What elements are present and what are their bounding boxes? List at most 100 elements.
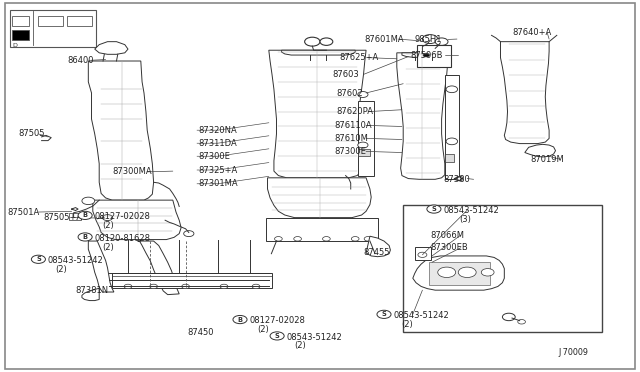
Circle shape [456,176,463,181]
Text: (2): (2) [401,320,413,329]
Bar [445,154,454,162]
Bar [415,247,431,260]
Bar [12,16,29,26]
Polygon shape [269,50,366,178]
Polygon shape [95,42,128,54]
Circle shape [446,138,458,145]
Polygon shape [397,53,448,179]
Text: 87603: 87603 [333,70,360,79]
Text: S: S [381,311,387,317]
Circle shape [446,86,458,93]
Circle shape [347,188,355,193]
Circle shape [184,231,194,237]
Polygon shape [268,178,371,218]
Text: S: S [36,256,41,262]
Text: D: D [13,43,18,48]
Text: 87505: 87505 [18,129,44,138]
Circle shape [518,320,525,324]
Circle shape [252,284,260,289]
Circle shape [275,237,282,241]
Polygon shape [82,288,99,301]
Text: 87450: 87450 [187,328,213,337]
Text: 87602: 87602 [336,89,363,97]
Text: 87066M: 87066M [431,231,465,240]
Text: 87640+A: 87640+A [512,28,551,37]
Text: (2): (2) [257,325,269,334]
Text: (2): (2) [56,265,67,274]
Circle shape [435,38,448,45]
Bar [417,45,451,67]
Bar [38,16,63,26]
Text: 08543-51242: 08543-51242 [48,256,104,265]
Circle shape [438,267,456,278]
Polygon shape [500,42,549,144]
Polygon shape [138,241,179,295]
Text: 08543-51242: 08543-51242 [394,311,449,320]
Circle shape [82,197,95,205]
Circle shape [270,332,284,340]
Text: (2): (2) [294,341,306,350]
Polygon shape [88,61,154,200]
Bar [429,262,490,285]
Bar [358,149,370,156]
Bar [266,218,378,241]
Circle shape [78,211,92,219]
Bar [403,205,602,332]
Text: 87311DA: 87311DA [198,139,237,148]
Circle shape [422,35,438,44]
Text: 87019M: 87019M [530,155,564,164]
Text: 86400: 86400 [67,56,93,65]
Circle shape [351,237,359,241]
Circle shape [458,267,476,278]
Circle shape [323,237,330,241]
Text: S: S [431,206,436,212]
Circle shape [418,252,427,257]
Text: 87300EB: 87300EB [431,243,468,252]
Text: 08127-02028: 08127-02028 [95,212,150,221]
Circle shape [427,205,441,213]
Text: 08127-02028: 08127-02028 [250,316,305,325]
Polygon shape [366,236,390,257]
Circle shape [502,313,515,321]
Circle shape [150,284,157,289]
Text: S: S [275,333,280,339]
Polygon shape [93,200,181,240]
Text: (2): (2) [102,243,114,251]
Circle shape [320,38,333,45]
Circle shape [31,255,45,263]
Polygon shape [88,241,114,292]
Text: 87320NA: 87320NA [198,126,237,135]
Text: J 70009: J 70009 [558,348,588,357]
Text: 87625+A: 87625+A [339,53,378,62]
Text: 08543-51242: 08543-51242 [444,206,499,215]
Text: B: B [83,212,88,218]
Text: 87601MA: 87601MA [365,35,404,44]
Circle shape [481,269,494,276]
Polygon shape [525,144,556,157]
Bar [358,101,374,176]
Text: 87620PA: 87620PA [336,107,373,116]
Text: 87325+A: 87325+A [198,166,237,174]
Bar [445,75,459,179]
Text: (2): (2) [102,221,114,230]
Circle shape [78,233,92,241]
Text: 87300E: 87300E [334,147,366,156]
Bar [10,10,96,46]
Text: 87506B: 87506B [410,51,443,60]
Text: 87300MA: 87300MA [112,167,152,176]
Text: 87301MA: 87301MA [198,179,238,188]
Text: 87505+A: 87505+A [44,213,83,222]
Bar [67,16,92,26]
Text: 985H1: 985H1 [415,35,442,44]
Text: B: B [237,317,243,323]
Circle shape [358,92,368,97]
Text: 876110A: 876110A [334,121,372,130]
Bar [12,30,29,40]
Text: 87300E: 87300E [198,152,230,161]
Circle shape [220,284,228,289]
Polygon shape [413,256,504,290]
Bar [69,213,81,220]
Circle shape [423,53,429,57]
Text: (3): (3) [460,215,472,224]
Text: 87610M: 87610M [334,134,368,143]
